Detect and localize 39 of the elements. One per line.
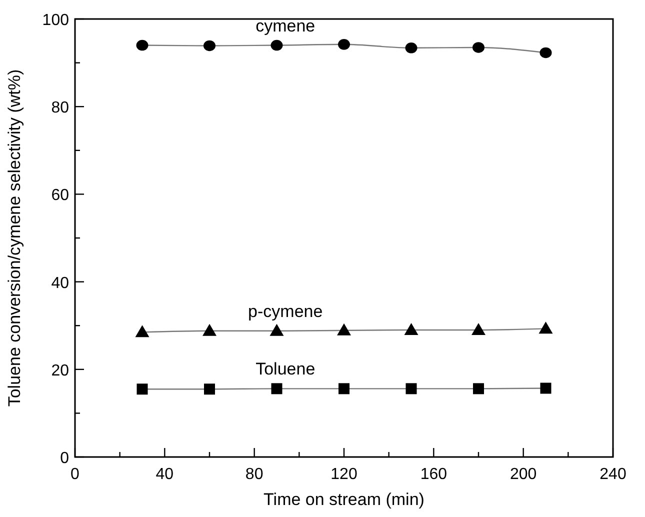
point — [472, 322, 486, 335]
point — [337, 323, 351, 336]
y-tick-label: 100 — [42, 12, 70, 29]
y-tick-label: 60 — [51, 187, 70, 204]
series-label: p-cymene — [248, 302, 323, 321]
point — [338, 39, 350, 50]
y-axis-title: Toluene conversion/cymene selectivity (wt%) — [5, 69, 24, 407]
point — [136, 40, 148, 51]
point — [136, 384, 148, 395]
series-label: Toluene — [256, 360, 316, 379]
x-tick-label: 240 — [600, 466, 626, 483]
point — [540, 47, 552, 58]
point — [473, 383, 484, 394]
x-tick-label: 120 — [330, 466, 358, 483]
x-tick-label: 160 — [420, 466, 448, 483]
point — [204, 384, 215, 395]
point — [404, 322, 418, 335]
x-tick-label: 80 — [245, 466, 264, 483]
x-axis-title: Time on stream (min) — [264, 490, 424, 509]
x-tick-label: 200 — [510, 466, 537, 483]
series-label: cymene — [256, 16, 316, 36]
y-tick-label: 40 — [51, 274, 70, 292]
point — [204, 40, 216, 52]
point — [135, 325, 150, 338]
y-tick-label: 0 — [60, 450, 70, 467]
point — [338, 383, 350, 394]
y-tick-label: 20 — [51, 362, 70, 380]
point — [538, 322, 553, 334]
point — [202, 324, 216, 336]
point — [270, 40, 283, 51]
point — [271, 383, 282, 394]
point — [406, 383, 417, 394]
point — [270, 324, 284, 336]
point — [405, 42, 418, 54]
point — [540, 382, 552, 394]
x-tick-label: 0 — [70, 466, 80, 483]
point — [472, 42, 484, 53]
x-tick-label: 40 — [156, 466, 174, 483]
y-tick-label: 80 — [51, 100, 70, 117]
